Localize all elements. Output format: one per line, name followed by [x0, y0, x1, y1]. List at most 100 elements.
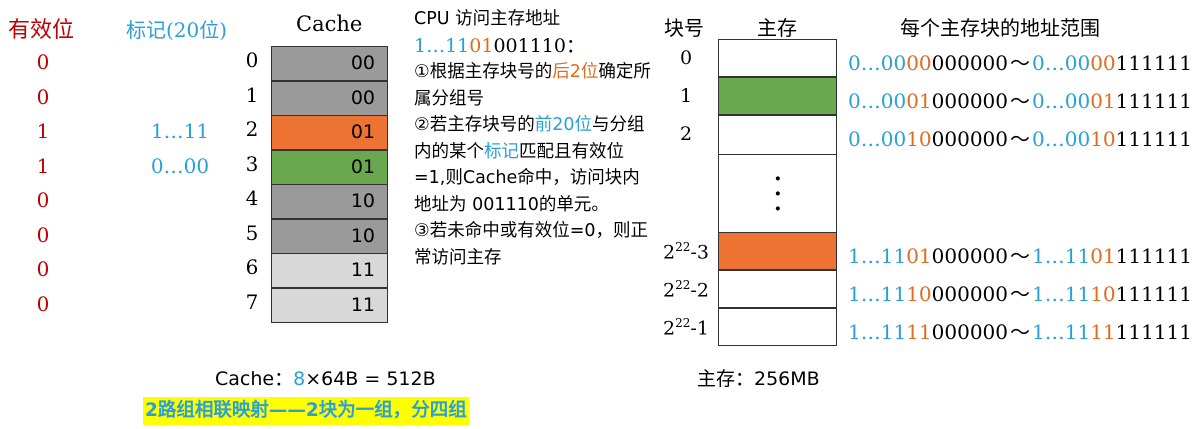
- block-address-range: 0…0010000000 ～ 0…0010111111: [848, 123, 1192, 152]
- cache-size-rest: ×64B = 512B: [305, 368, 436, 390]
- block-number-base: 2: [679, 123, 693, 145]
- block-number: 0: [660, 47, 712, 69]
- cache-line-index: 0: [245, 48, 259, 72]
- cache-line: 11: [271, 287, 388, 323]
- cache-line: 01: [271, 149, 388, 185]
- valid-bit: 0: [36, 50, 50, 74]
- cache-header: Cache: [296, 12, 363, 36]
- cache-line-index: 5: [245, 220, 259, 245]
- step1-text: ①根据主存块号的: [414, 62, 553, 82]
- address-rest: 001110: [493, 34, 566, 57]
- cache-size-count: 8: [293, 368, 306, 390]
- note-step3: ③若未命中或有效位=0，则正常访问主存: [414, 221, 648, 268]
- address-part: 1…11: [848, 282, 907, 306]
- cache-line: 10: [271, 184, 388, 219]
- block-number: 1: [660, 85, 712, 107]
- block-address-range: 0…0000000000 ～ 0…0000111111: [848, 47, 1192, 76]
- address-part: 01: [1090, 244, 1116, 268]
- address-prefix: 1…11: [414, 34, 470, 57]
- address-part: 111111: [1115, 320, 1192, 344]
- block-number-base: 2: [663, 317, 676, 340]
- range-separator: ～: [1010, 244, 1030, 268]
- block-number-base: 2: [663, 241, 676, 264]
- step2-highlight-tag: 标记: [484, 141, 519, 162]
- set-number: 11: [350, 293, 375, 316]
- range-separator: ～: [1010, 51, 1030, 75]
- block-address-range: 1…1111000000 ～ 1…1111111111: [848, 316, 1192, 345]
- block-number-exponent: 22: [675, 316, 691, 330]
- address-part: 0…00: [848, 127, 907, 151]
- block-number: 222-2: [660, 278, 712, 301]
- cache-line-index: 3: [245, 151, 259, 176]
- address-colon: ：: [565, 34, 585, 57]
- address-part: 111111: [1115, 89, 1192, 113]
- cache-line: 00: [271, 46, 388, 81]
- address-part: 111111: [1115, 244, 1192, 268]
- note-title: CPU 访问主存地址: [414, 9, 561, 29]
- block-number-suffix: -3: [690, 241, 709, 264]
- cache-line-index: 1: [245, 82, 259, 107]
- cache-line: 11: [271, 253, 388, 288]
- address-part: 1…11: [1032, 244, 1091, 268]
- block-address-range: 0…0001000000 ～ 0…0001111111: [848, 85, 1192, 114]
- set-number: 01: [350, 121, 375, 143]
- set-number: 00: [350, 52, 375, 74]
- cache-line-index: 6: [245, 255, 259, 279]
- block-number-base: 1: [679, 85, 693, 107]
- address-part: 000000: [931, 320, 1008, 344]
- block-number-base: 0: [679, 47, 693, 69]
- address-part: 1…11: [848, 244, 907, 268]
- cache-line: 00: [271, 80, 388, 116]
- range-separator: ～: [1010, 320, 1030, 344]
- cache-line-index: 2: [245, 117, 259, 141]
- address-part: 000000: [931, 127, 1008, 151]
- block-number-suffix: -1: [690, 317, 709, 340]
- cache-line: 01: [271, 115, 388, 150]
- note-step2: ②若主存块号的前20位与分组内的某个标记匹配且有效位=1,则Cache命中，访问…: [414, 112, 654, 218]
- valid-bit: 0: [36, 84, 50, 109]
- address-part: 0…00: [1032, 89, 1091, 113]
- note-step1: ①根据主存块号的后2位确定所属分组号: [414, 59, 654, 112]
- set-number: 10: [350, 224, 375, 247]
- step2-text-end: 匹配且有效位=1,则Cache命中，访问块内地址为 001110的单元。: [414, 141, 640, 215]
- address-part: 10: [906, 127, 932, 151]
- note-address: 1…1101001110：: [414, 33, 654, 60]
- step2-text: ②若主存块号的: [414, 115, 535, 135]
- tag-header: 标记(20位): [126, 18, 228, 42]
- address-set: 01: [469, 34, 494, 57]
- memory-block: [718, 308, 837, 346]
- address-part: 000000: [931, 51, 1008, 75]
- tag-value: 0…00: [150, 153, 210, 178]
- valid-bit: 0: [36, 257, 50, 281]
- address-part: 10: [1090, 127, 1116, 151]
- cache-size-label: Cache：: [215, 368, 294, 390]
- cache-line-index: 4: [245, 186, 259, 210]
- address-part: 111111: [1115, 127, 1192, 151]
- memory-block: [718, 115, 837, 155]
- address-part: 000000: [931, 244, 1008, 268]
- address-part: 0…00: [848, 89, 907, 113]
- address-part: 000000: [931, 282, 1008, 306]
- range-separator: ～: [1010, 89, 1030, 113]
- block-address-range: 1…1101000000 ～ 1…1101111111: [848, 240, 1192, 269]
- valid-bit: 1: [36, 119, 50, 143]
- address-part: 00: [906, 51, 932, 75]
- address-part: 01: [906, 244, 932, 268]
- address-part: 00: [1090, 51, 1116, 75]
- set-number: 11: [350, 259, 375, 281]
- valid-bit: 0: [36, 222, 50, 247]
- main-memory-header: 主存: [757, 16, 797, 40]
- main-memory-size: 主存：256MB: [697, 368, 820, 390]
- valid-bit: 1: [36, 153, 50, 178]
- block-number-exponent: 22: [675, 278, 691, 292]
- memory-block: [718, 39, 837, 77]
- block-address-range: 1…1110000000 ～ 1…1110111111: [848, 278, 1192, 307]
- set-number: 10: [350, 190, 375, 212]
- address-part: 000000: [931, 89, 1008, 113]
- ellipsis-dots: · · ·: [774, 166, 782, 222]
- address-part: 01: [1090, 89, 1116, 113]
- tag-value: 1…11: [150, 119, 210, 143]
- cache-line: 10: [271, 218, 388, 254]
- address-part: 0…00: [1032, 51, 1091, 75]
- address-part: 1…11: [848, 320, 907, 344]
